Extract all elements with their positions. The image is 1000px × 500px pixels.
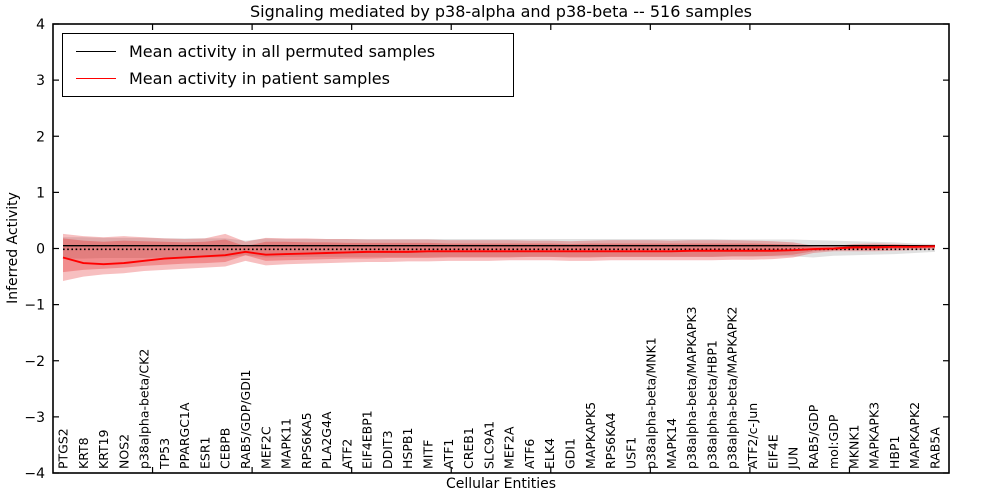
x-tick-label: p38alpha-beta/MAPKAPK3 <box>684 307 699 470</box>
legend: Mean activity in all permuted samples Me… <box>62 33 514 97</box>
chart-title: Signaling mediated by p38-alpha and p38-… <box>249 2 752 21</box>
x-tick-label: MITF <box>421 440 436 469</box>
x-tick-label: RAB5/GDP/GDI1 <box>238 370 253 469</box>
x-axis-title: Cellular Entities <box>445 476 557 492</box>
x-tick-label: mol:GDP <box>826 414 841 469</box>
x-tick-label: MKNK1 <box>846 425 861 469</box>
x-tick-label: KRT8 <box>76 437 91 469</box>
y-tick-label: −3 <box>24 410 45 426</box>
x-tick-label: ELK4 <box>542 438 557 469</box>
permuted-std-band <box>63 237 935 259</box>
y-tick-label: −1 <box>24 298 45 314</box>
x-tick-label: RPS6KA4 <box>603 412 618 469</box>
x-tick-label: MEF2C <box>258 426 273 469</box>
x-tick-label: DDIT3 <box>380 430 395 469</box>
x-tick-label: HSPB1 <box>400 428 415 469</box>
x-tick-label: CREB1 <box>461 427 476 469</box>
patient-inner-band <box>63 238 935 273</box>
x-tick-label: ESR1 <box>197 437 212 469</box>
y-tick-label: 1 <box>36 185 45 201</box>
legend-entry-permuted: Mean activity in all permuted samples <box>63 42 513 61</box>
x-tick-label: PLA2G4A <box>319 411 334 469</box>
x-tick-label: MAPK14 <box>664 418 679 469</box>
y-tick-label: −4 <box>24 466 45 482</box>
y-tick-label: 4 <box>36 17 45 33</box>
x-tick-label: MEF2A <box>502 426 517 469</box>
patient-line-sample-icon <box>76 78 116 79</box>
patient-mean-line <box>62 245 936 266</box>
x-tick-label: RAB5A <box>928 427 943 469</box>
legend-label: Mean activity in all permuted samples <box>129 42 436 61</box>
x-tick-label: p38alpha-beta/MNK1 <box>644 337 659 469</box>
x-tick-label: RAB5/GDP <box>806 404 821 469</box>
x-tick-label: TP53 <box>157 438 172 470</box>
x-tick-label: KRT19 <box>96 429 111 469</box>
x-tick-label: SLC9A1 <box>481 421 496 469</box>
x-tick-label: PTGS2 <box>56 428 71 469</box>
x-tick-label: ATF6 <box>522 439 537 469</box>
x-tick-label: p38alpha-beta/CK2 <box>137 349 152 469</box>
x-tick-label: GDI1 <box>562 438 577 469</box>
y-tick-label: −2 <box>24 354 45 370</box>
x-tick-label: p38alpha-beta/HBP1 <box>704 340 719 469</box>
legend-entry-patient: Mean activity in patient samples <box>63 69 513 88</box>
x-tick-label: ATF2 <box>339 439 354 469</box>
x-tick-label: MAPKAPK3 <box>867 402 882 469</box>
legend-label: Mean activity in patient samples <box>129 69 390 88</box>
x-tick-label: EIF4E <box>765 434 780 469</box>
x-tick-label: MAPKAPK2 <box>907 402 922 469</box>
x-tick-label: RPS6KA5 <box>299 412 314 469</box>
y-tick-label: 0 <box>36 242 45 258</box>
x-tick-label: CEBPB <box>218 428 233 469</box>
x-tick-label: NOS2 <box>116 434 131 469</box>
x-tick-label: PPARGC1A <box>177 402 192 469</box>
y-tick-label: 2 <box>36 129 45 145</box>
x-tick-label: MAPKAPK5 <box>583 402 598 469</box>
x-tick-label: p38alpha-beta/MAPKAPK2 <box>725 307 740 470</box>
x-tick-label: EIF4EBP1 <box>360 410 375 469</box>
x-tick-label: JUN <box>786 447 801 470</box>
y-tick-label: 3 <box>36 73 45 89</box>
x-tick-label: USF1 <box>623 437 638 469</box>
x-tick-label: ATF2/c-Jun <box>745 403 760 469</box>
y-axis-title: Inferred Activity <box>5 192 21 304</box>
x-tick-label: HBP1 <box>887 436 902 469</box>
permuted-line-sample-icon <box>76 51 116 52</box>
x-tick-label: ATF1 <box>441 439 456 469</box>
x-tick-label: MAPK11 <box>279 418 294 469</box>
